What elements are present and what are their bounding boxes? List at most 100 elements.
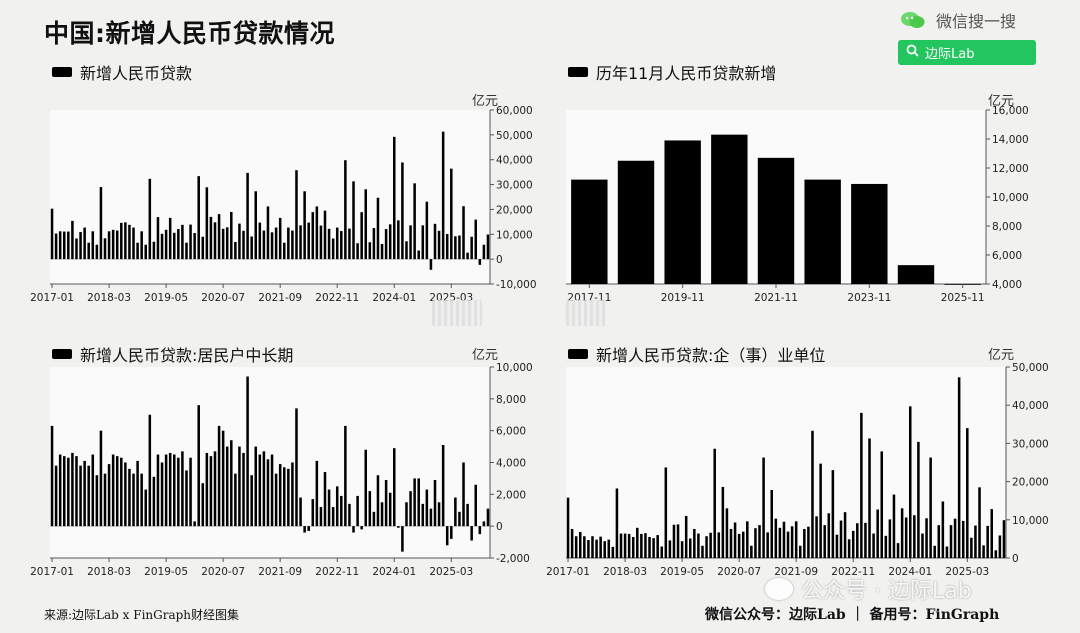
bar xyxy=(778,527,782,558)
bar xyxy=(246,376,249,527)
bar xyxy=(217,214,221,260)
bar xyxy=(254,191,258,260)
bar xyxy=(913,515,916,558)
bar xyxy=(331,238,335,260)
bar xyxy=(900,508,904,558)
bar xyxy=(819,463,822,558)
search-box[interactable]: 边际Lab xyxy=(898,40,1036,65)
main-title: 中国:新增人民币贷款情况 xyxy=(44,19,335,48)
bar xyxy=(811,430,814,558)
bar xyxy=(307,526,310,531)
bar xyxy=(660,546,664,558)
bar xyxy=(757,157,795,284)
bar xyxy=(786,531,790,558)
bar xyxy=(583,536,586,558)
y-tick-label: 0 xyxy=(1012,553,1019,565)
x-tick-label: 2017-01 xyxy=(30,566,74,578)
bar xyxy=(672,524,676,558)
bar xyxy=(664,467,668,558)
bar xyxy=(62,231,66,260)
bar xyxy=(711,134,748,284)
bar xyxy=(578,532,582,558)
bar xyxy=(417,250,420,260)
bar xyxy=(827,513,831,558)
bar xyxy=(213,222,217,260)
bar xyxy=(311,212,315,260)
bar xyxy=(945,546,949,558)
legend-swatch xyxy=(568,349,588,359)
y-tick-label: 10,000 xyxy=(496,229,533,241)
blurred-region xyxy=(566,300,606,326)
bar xyxy=(401,162,404,260)
bar xyxy=(197,176,200,260)
bar xyxy=(380,243,384,260)
legend-label: 新增人民币贷款 xyxy=(80,64,193,83)
bar xyxy=(132,473,135,527)
watermark-text: 公众号 · 边际Lab xyxy=(801,579,972,604)
x-tick-label: 2025-11 xyxy=(941,292,985,304)
bar xyxy=(392,136,396,260)
bar xyxy=(205,452,209,527)
bar xyxy=(266,459,270,527)
bar xyxy=(656,535,659,558)
bar xyxy=(713,448,716,558)
bar xyxy=(274,227,278,260)
bar xyxy=(851,183,888,284)
bar xyxy=(331,507,335,527)
bar xyxy=(566,497,570,558)
bar xyxy=(591,536,594,558)
bar xyxy=(242,230,245,260)
chart-panel-enterprise-loans: 新增人民币贷款:企（事）业单位 亿元 0 10,000 20,000 30,000 40… xyxy=(546,342,1080,632)
y-tick-label: 4,000 xyxy=(496,458,526,470)
bar xyxy=(323,210,327,260)
bar xyxy=(352,526,355,533)
bar xyxy=(213,451,217,527)
bar xyxy=(128,468,131,527)
bar xyxy=(67,231,70,260)
bar xyxy=(388,224,392,260)
bar xyxy=(831,470,835,558)
bar xyxy=(79,232,82,260)
bar xyxy=(640,533,643,558)
bar xyxy=(697,533,700,558)
bar xyxy=(282,467,286,527)
bar xyxy=(648,536,651,558)
x-tick-label: 2019-05 xyxy=(144,566,188,578)
bar xyxy=(474,219,478,260)
bar xyxy=(164,229,168,260)
bar xyxy=(319,225,323,260)
bar xyxy=(128,224,131,260)
bar xyxy=(652,538,655,558)
bar xyxy=(804,179,841,284)
bar xyxy=(896,543,900,558)
bar xyxy=(668,540,672,558)
y-tick-label: 50,000 xyxy=(1012,362,1049,374)
bar xyxy=(50,425,54,527)
bar xyxy=(58,454,62,527)
legend: 新增人民币贷款:居民户中长期 xyxy=(52,342,293,366)
bar xyxy=(352,181,355,260)
wechat-search-header[interactable]: 微信搜一搜 xyxy=(900,8,1016,32)
plot-area xyxy=(566,367,1006,558)
bar xyxy=(856,523,859,558)
bar xyxy=(221,228,225,260)
bar xyxy=(315,460,319,527)
bar xyxy=(340,231,343,260)
bar xyxy=(91,231,95,260)
bar xyxy=(177,229,180,260)
bar xyxy=(368,491,372,527)
chart-total-loans: -10,000 0 10,000 20,000 30,000 40,000 50,000 60… xyxy=(30,105,536,304)
bar xyxy=(376,197,380,260)
bar xyxy=(356,495,359,527)
y-tick-label: 30,000 xyxy=(496,180,533,192)
bar xyxy=(152,241,156,260)
bar xyxy=(397,220,400,260)
y-tick-label: 10,000 xyxy=(496,362,533,374)
bar xyxy=(181,224,184,260)
bar xyxy=(258,222,262,260)
legend-label: 新增人民币贷款:企（事）业单位 xyxy=(596,346,826,365)
x-tick-label: 2017-01 xyxy=(546,566,590,578)
bar xyxy=(392,448,396,527)
bar xyxy=(344,160,347,260)
bar xyxy=(729,528,733,558)
